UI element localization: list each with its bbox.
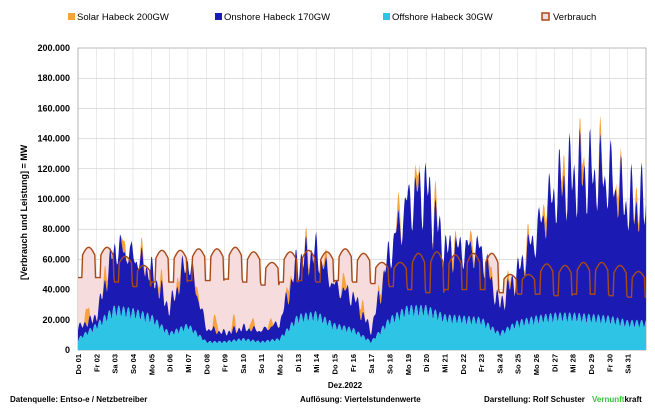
x-tick-label: Mo 26 [532,354,541,375]
offshore-area [78,304,646,350]
y-tick-label: 140.000 [37,134,70,144]
x-tick-label: Sa 17 [367,354,376,374]
legend-swatch-verbrauch [541,12,550,21]
legend-swatch-solar [68,13,75,20]
x-tick-label: Mo 19 [404,354,413,375]
x-tick-label: Di 20 [422,354,431,372]
x-tick-label: Sa 31 [624,354,633,374]
footer-author: Darstellung: Rolf Schuster [484,395,585,404]
x-tick-label: Fr 30 [605,354,614,372]
x-tick-label: Sa 03 [111,354,120,374]
verbrauch-line [78,246,646,298]
legend-label-verbrauch: Verbrauch [553,12,596,23]
x-tick-label: Do 01 [74,354,83,374]
x-tick-label: Fr 16 [349,354,358,372]
x-tick-label: Do 29 [587,354,596,374]
y-tick-label: 20.000 [42,315,70,325]
x-tick-label: So 11 [257,354,266,374]
legend-label-offshore: Offshore Habeck 30GW [392,12,493,23]
x-tick-label: Sa 10 [239,354,248,374]
x-axis-ticks: Do 01 Fr 02 Sa 03 So 04 Mo 05 Di 06 Mi 07 Do 08… [74,353,633,375]
x-tick-label: So 04 [129,353,138,374]
x-tick-label: Fr 09 [221,354,230,372]
x-tick-label: Mi 14 [312,353,321,373]
x-tick-label: Do 22 [459,354,468,374]
x-tick-label: So 25 [514,354,523,374]
x-tick-label: Do 15 [331,354,340,374]
x-tick-label: Mo 05 [147,354,156,375]
footer-resolution: Auflösung: Viertelstundenwerte [300,395,421,404]
onshore-area [78,127,646,344]
y-tick-label: 100.000 [37,194,70,204]
x-tick-label: So 18 [386,354,395,374]
legend-label-onshore: Onshore Habeck 170GW [224,12,330,23]
y-tick-label: 200.000 [37,43,70,53]
y-axis-ticks: 0 20.000 40.000 60.000 80.000 100.000 120.000 1… [37,43,70,355]
x-tick-label: Di 06 [166,354,175,372]
area-series [78,114,646,350]
y-tick-label: 80.000 [42,224,70,234]
x-tick-label: Mi 07 [184,354,193,373]
x-tick-label: Mi 21 [441,354,450,373]
footer-brand: Vernunftkraft [592,395,642,404]
x-tick-label: Sa 24 [495,353,504,373]
x-tick-label: Do 08 [202,354,211,374]
legend-swatch-offshore [383,13,390,20]
y-axis-label: [Verbrauch und Leistung] = MW [19,144,29,280]
legend: Solar Habeck 200GW Onshore Habeck 170GW … [68,12,596,23]
brand-part-b: kraft [624,395,642,404]
y-tick-label: 0 [65,345,70,355]
x-axis-label: Dez.2022 [328,381,363,390]
y-tick-label: 60.000 [42,254,70,264]
x-tick-label: Mi 28 [569,354,578,373]
y-tick-label: 40.000 [42,285,70,295]
x-tick-label: Fr 02 [92,354,101,372]
y-tick-label: 120.000 [37,164,70,174]
brand-part-a: Vernunft [592,395,625,404]
y-tick-label: 160.000 [37,103,70,113]
legend-swatch-onshore [215,13,222,20]
x-tick-label: Di 27 [550,354,559,372]
x-tick-label: Mo 12 [276,354,285,375]
y-tick-label: 180.000 [37,73,70,83]
x-tick-label: Fr 23 [477,354,486,372]
footer-source: Datenquelle: Entso-e / Netzbetreiber [10,395,147,404]
legend-label-solar: Solar Habeck 200GW [77,12,169,23]
x-tick-label: Di 13 [294,354,303,372]
